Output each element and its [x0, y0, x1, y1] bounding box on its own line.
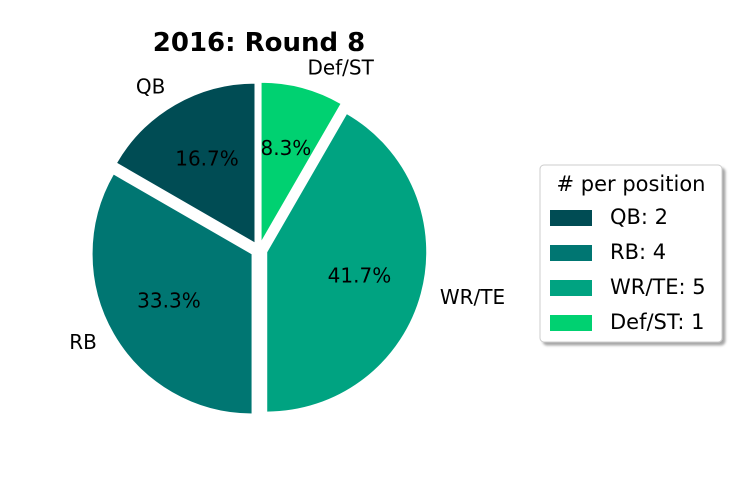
legend-entries: QB: 2 RB: 4 WR/TE: 5 Def/ST: 1: [550, 205, 706, 334]
legend-label-qb: QB: 2: [610, 205, 668, 229]
legend-swatch-def-st: [550, 315, 592, 331]
legend: # per position QB: 2 RB: 4 WR/TE: 5 Def/ST:…: [539, 164, 723, 343]
legend-label-rb: RB: 4: [610, 240, 666, 264]
slice-label-qb: QB: [136, 74, 165, 98]
legend-label-wr-te: WR/TE: 5: [610, 275, 706, 299]
percent-label-qb: 16.7%: [175, 146, 239, 170]
percent-label-rb: 33.3%: [137, 289, 201, 313]
legend-label-def-st: Def/ST: 1: [610, 310, 705, 334]
legend-swatch-qb: [550, 210, 592, 226]
legend-box: [539, 164, 723, 343]
slice-label-wr-te: WR/TE: [440, 285, 505, 309]
legend-title: # per position: [556, 172, 705, 196]
legend-swatch-wr-te: [550, 280, 592, 296]
pie-percent-labels: 16.7% 33.3% 41.7% 8.3%: [137, 136, 391, 312]
percent-label-def-st: 8.3%: [261, 136, 312, 160]
pie-slice-wr-te: [266, 112, 428, 413]
pie-slice-def-st: [260, 81, 342, 245]
percent-label-wr-te: 41.7%: [328, 263, 392, 287]
slice-label-def-st: Def/ST: [307, 56, 374, 80]
pie-slice-qb: [115, 82, 256, 244]
pie-slice-rb: [91, 173, 253, 415]
legend-swatch-rb: [550, 245, 592, 261]
pie-slices: [91, 81, 428, 415]
chart-title: 2016: Round 8: [153, 28, 365, 58]
slice-label-rb: RB: [69, 330, 97, 354]
pie-slice-labels: QB RB WR/TE Def/ST: [69, 56, 505, 354]
